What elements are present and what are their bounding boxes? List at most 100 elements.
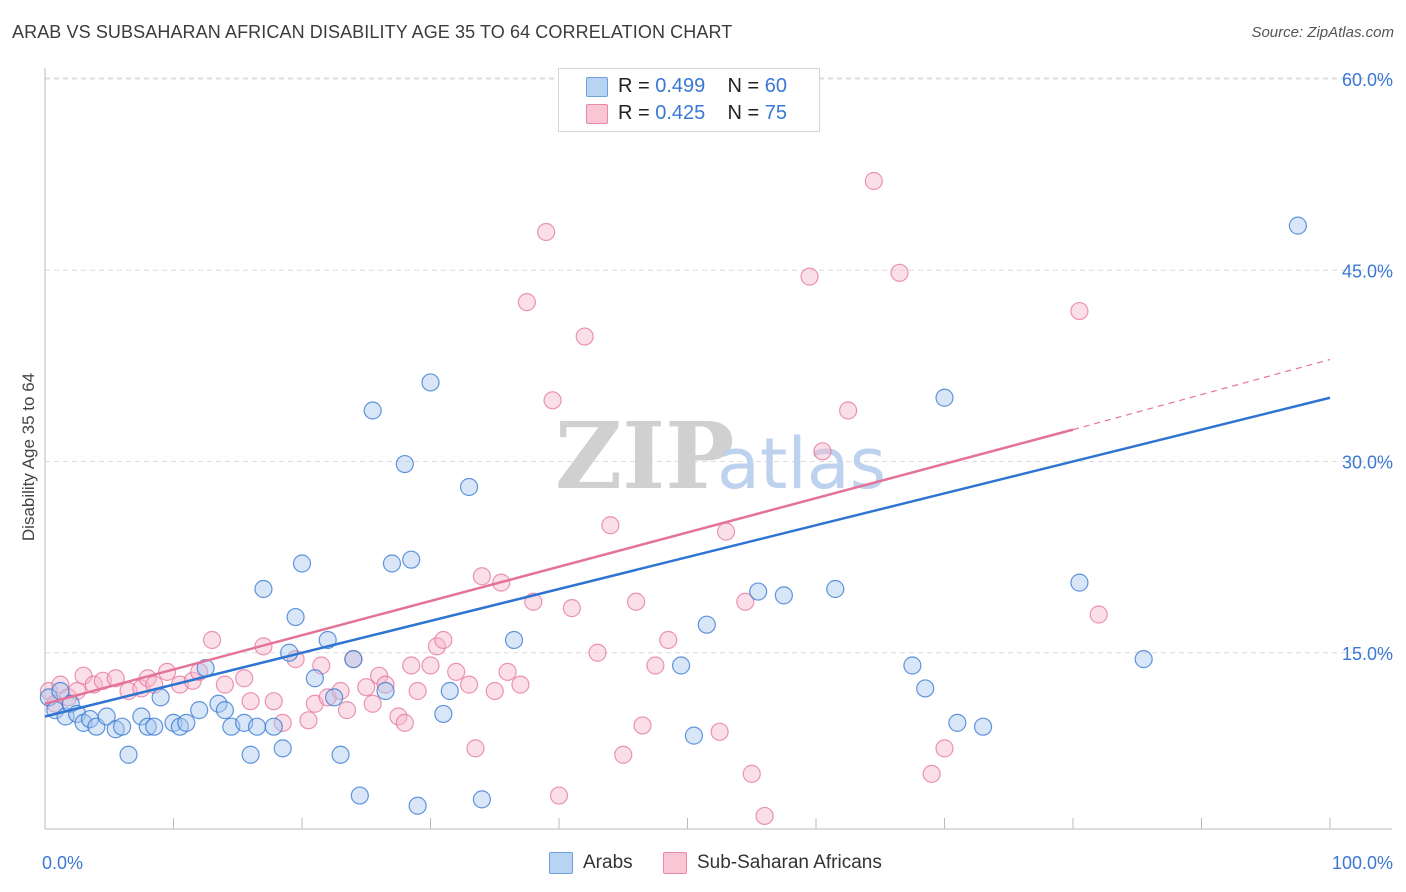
bottom-legend-label: Sub-Saharan Africans — [697, 852, 882, 873]
arab-point — [292, 554, 312, 573]
n-value: 75 — [764, 102, 788, 124]
arab-point — [145, 717, 164, 736]
arab-point — [671, 656, 691, 675]
arab-point — [916, 679, 935, 698]
subsaharan-points — [39, 171, 1108, 826]
subsaharan-point — [447, 662, 466, 681]
subsaharan-point — [337, 701, 357, 720]
subsaharan-point — [235, 669, 254, 688]
arab-point — [684, 726, 704, 745]
subsaharan-point — [549, 786, 569, 805]
x-tick-label-max: 100.0% — [1332, 853, 1393, 873]
subsaharan-point — [800, 267, 819, 286]
subsaharan-point — [755, 806, 774, 826]
arab-point — [254, 579, 273, 599]
arab-point — [97, 707, 116, 726]
subsaharan-point — [402, 656, 421, 675]
r-value: 0.499 — [655, 75, 706, 97]
axes — [44, 68, 1392, 830]
arab-point — [948, 713, 967, 732]
subsaharan-swatch — [586, 104, 608, 124]
arab-point — [331, 745, 350, 764]
subsaharan-point — [813, 442, 832, 461]
subsaharan-point — [864, 171, 883, 191]
arab-point — [434, 704, 453, 724]
gridlines — [45, 77, 1392, 654]
arab-point — [273, 739, 292, 758]
source-label: Source: ZipAtlas.com — [1251, 24, 1394, 41]
subsaharan-point — [588, 643, 607, 662]
subsaharan-point — [408, 681, 427, 701]
arabs-swatch — [586, 77, 608, 97]
tick-labels: 15.0% 30.0% 45.0% 60.0% 0.0% 100.0% — [42, 70, 1393, 873]
subsaharan-point — [363, 694, 382, 713]
watermark: ZIP atlas — [555, 402, 886, 510]
subsaharan-point — [434, 630, 453, 650]
arabs-swatch — [549, 852, 573, 874]
n-label: N = — [727, 75, 765, 97]
stats-legend: R = 0.499 N = 60 R = 0.425 N = 75 — [558, 68, 820, 132]
subsaharan-point — [716, 522, 736, 541]
arab-point — [350, 786, 369, 805]
subsaharan-point — [498, 662, 517, 681]
y-tick-label: 30.0% — [1342, 453, 1393, 473]
arab-point — [344, 650, 363, 669]
arab-point — [826, 579, 845, 599]
arab-point — [421, 373, 440, 392]
subsaharan-point — [646, 656, 665, 675]
arab-point — [132, 707, 151, 726]
arab-point — [382, 554, 402, 573]
subsaharan-trend-line — [44, 428, 1074, 705]
n-label: N = — [727, 102, 765, 124]
r-label: R = — [618, 102, 656, 124]
arab-point — [973, 717, 993, 736]
arab-point — [177, 713, 196, 732]
subsaharan-point — [1070, 301, 1089, 321]
subsaharan-point — [614, 745, 633, 764]
arab-point — [935, 388, 954, 407]
subsaharan-point — [215, 675, 234, 694]
subsaharan-point — [273, 713, 292, 732]
arab-point — [247, 717, 267, 736]
arab-point — [903, 656, 922, 675]
subsaharan-trend-extension — [1072, 358, 1331, 431]
subsaharan-point — [543, 391, 562, 410]
subsaharan-point — [890, 263, 909, 282]
arab-point — [112, 717, 132, 736]
arab-point — [1134, 650, 1153, 669]
arab-point — [408, 796, 427, 815]
arab-point — [151, 688, 170, 707]
subsaharan-point — [357, 678, 376, 697]
subsaharan-point — [299, 711, 318, 730]
subsaharan-point — [633, 716, 652, 735]
subsaharan-point — [575, 327, 594, 346]
subsaharan-point — [839, 401, 858, 420]
watermark-zip: ZIP — [555, 402, 734, 510]
subsaharan-point — [511, 675, 530, 694]
subsaharan-point — [710, 722, 729, 741]
arab-point — [376, 681, 395, 701]
subsaharan-point — [421, 656, 440, 675]
subsaharan-point — [376, 675, 395, 694]
arab-point — [1070, 573, 1089, 592]
arab-point — [363, 401, 382, 420]
subsaharan-point — [537, 222, 556, 242]
arab-point — [697, 615, 716, 634]
arab-point — [264, 717, 283, 736]
subsaharan-point — [935, 739, 954, 758]
y-tick-label: 15.0% — [1342, 644, 1393, 664]
subsaharan-point — [742, 764, 761, 783]
subsaharan-swatch — [663, 852, 687, 874]
arab-point — [286, 607, 305, 627]
arabs-trend-line — [44, 396, 1331, 718]
subsaharan-point — [562, 599, 581, 618]
subsaharan-point — [736, 592, 755, 611]
arab-point — [459, 477, 479, 497]
subsaharan-point — [485, 681, 504, 701]
arab-point — [472, 790, 491, 809]
arab-point — [774, 586, 793, 605]
r-label: R = — [618, 75, 656, 97]
bottom-legend-label: Arabs — [583, 852, 633, 873]
r-value: 0.425 — [655, 102, 706, 124]
